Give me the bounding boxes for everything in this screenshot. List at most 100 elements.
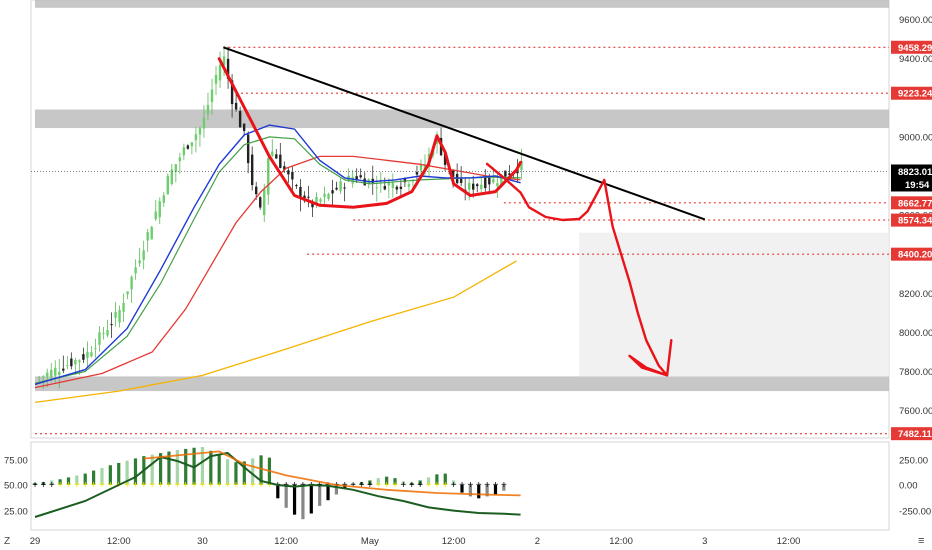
candle-body — [118, 309, 121, 323]
osc-bar — [326, 485, 330, 501]
candle — [86, 341, 89, 367]
osc-signal-mark: + — [158, 480, 164, 491]
osc-bar — [217, 455, 221, 485]
candle — [62, 355, 65, 374]
candle — [37, 375, 41, 382]
candle — [375, 175, 378, 202]
ma-green-line — [34, 136, 521, 384]
candle-body — [202, 117, 206, 129]
osc-signal-mark: + — [74, 480, 80, 491]
oscillator-pane[interactable]: + + + + + + + + + + + + + + + + + + + + + + + + + + + + + + + + + + + + + + + +… — [30, 441, 890, 531]
price-tag-bg — [891, 86, 932, 100]
osc-signal-mark: + — [451, 480, 457, 491]
projection-arrow[interactable] — [485, 162, 673, 377]
candle — [50, 363, 53, 382]
price-tag-label: 7482.11 — [898, 429, 932, 440]
main-price-pane[interactable] — [30, 0, 890, 439]
candle — [194, 126, 198, 153]
candle-body — [166, 175, 169, 195]
price-axis[interactable]: 9600.009400.009000.008600.008200.008000.… — [891, 15, 932, 441]
candle — [287, 167, 290, 183]
time-axis[interactable]: 29 12:00 30 12:00 May 12:00 2 12:00 3 12:00 — [30, 536, 801, 547]
candle-body — [66, 365, 69, 367]
candle — [279, 143, 282, 169]
osc-bar — [225, 459, 230, 485]
candle-body — [82, 354, 85, 360]
x-tick-label: 30 — [197, 536, 208, 547]
candle-body — [158, 201, 161, 218]
osc-bar — [502, 485, 506, 491]
candle — [459, 166, 463, 187]
trendline[interactable] — [223, 46, 706, 221]
osc-bar — [58, 479, 62, 485]
osc-signal-mark: + — [82, 480, 88, 491]
candle-body — [451, 169, 455, 177]
candle-body — [186, 145, 190, 149]
osc-signal-mark: + — [208, 480, 214, 491]
osc-signal-mark: + — [133, 480, 139, 491]
osc-signal-mark: + — [149, 480, 155, 491]
x-tick-label: 12:00 — [777, 536, 801, 547]
price-tag-bg — [891, 40, 932, 54]
candle-body — [230, 80, 234, 105]
osc-bar — [401, 481, 405, 485]
candle-body — [443, 153, 447, 165]
candle — [226, 46, 230, 89]
candle — [70, 352, 73, 370]
candle — [162, 192, 165, 207]
candle-body — [130, 276, 133, 290]
candle-body — [379, 179, 382, 181]
candle-body — [371, 178, 374, 183]
osc-signal-mark: + — [409, 480, 415, 491]
candle-body — [480, 184, 483, 190]
candle-body — [311, 201, 314, 208]
corner-right-label[interactable]: ≡ — [918, 535, 924, 547]
osc-left-tick: 75.00 — [4, 456, 28, 467]
osc-bar — [75, 475, 79, 485]
candle-body — [214, 74, 218, 84]
candle-body — [387, 182, 391, 186]
osc-signal-mark: + — [484, 480, 490, 491]
y-tick-label: 7600.00 — [899, 406, 932, 417]
zone-2 — [35, 376, 889, 392]
osc-bar — [468, 485, 472, 497]
osc-bar — [200, 447, 205, 485]
candle — [331, 179, 334, 207]
pattern-curve[interactable] — [217, 57, 523, 209]
candle — [182, 143, 186, 161]
candle-body — [343, 187, 346, 189]
candle-body — [78, 360, 81, 363]
candle — [238, 106, 242, 128]
y-tick-label: 9000.00 — [899, 132, 932, 143]
candle-body — [98, 332, 101, 345]
x-tick-label: 12:00 — [442, 536, 466, 547]
candle-body — [459, 178, 463, 183]
osc-signal-mark: + — [359, 480, 365, 491]
oscillator-pane-frame — [30, 441, 890, 531]
y-tick-label: 9400.00 — [899, 54, 932, 65]
candle — [234, 93, 238, 112]
candle — [468, 177, 471, 201]
candle — [242, 123, 246, 137]
osc-bar — [66, 477, 71, 485]
x-tick-label: 12:00 — [609, 536, 633, 547]
osc-signal-mark: + — [66, 480, 72, 491]
y-tick-label: 7800.00 — [899, 367, 932, 378]
candle-body — [415, 172, 419, 175]
osc-signal-mark: + — [32, 480, 38, 491]
candle-body — [399, 186, 403, 190]
osc-bar — [251, 458, 255, 485]
candle — [90, 346, 93, 358]
candle — [259, 196, 262, 210]
main-pane-frame — [30, 0, 890, 439]
candle — [271, 139, 274, 158]
candle-body — [395, 186, 399, 190]
candle — [206, 92, 210, 120]
osc-right-tick: 250.00 — [899, 456, 928, 467]
candle — [158, 197, 161, 224]
target-box — [579, 232, 889, 377]
drawings[interactable] — [217, 46, 706, 377]
candle-body — [178, 157, 182, 162]
osc-signal-mark: + — [174, 480, 180, 491]
candle — [246, 131, 250, 174]
